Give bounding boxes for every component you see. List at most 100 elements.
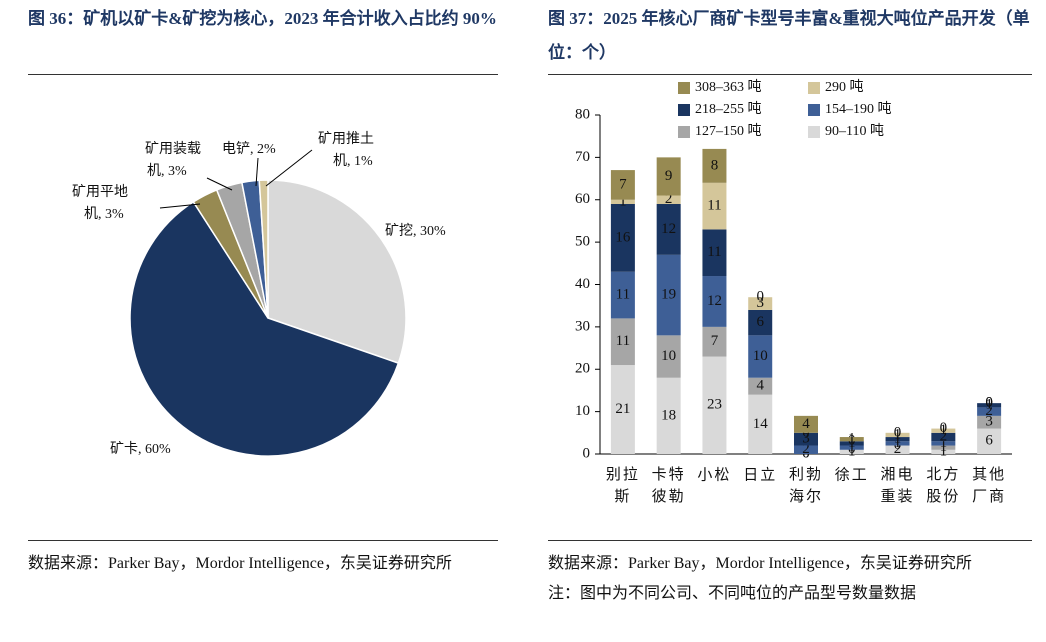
figure-source: 数据来源：Parker Bay，Mordor Intelligence，东吴证券… [28, 540, 498, 579]
figure-source: 数据来源：Parker Bay，Mordor Intelligence，东吴证券… [548, 540, 1032, 609]
data-label: 0 [894, 424, 902, 440]
slice-label: 矿卡, 60% [110, 441, 171, 457]
data-label: 0 [756, 289, 764, 305]
legend-swatch [678, 126, 690, 138]
data-label: 4 [802, 416, 810, 432]
text-line: 矿用推土 [318, 131, 374, 147]
text-line: 别拉 [606, 466, 640, 483]
data-label: 11 [616, 287, 630, 303]
data-label: 2 [985, 403, 993, 419]
bar-segment [885, 432, 910, 438]
bar-segment [885, 445, 910, 454]
x-tick-label: 北方股份 [926, 466, 960, 505]
bar-segment [702, 148, 727, 183]
data-label: 12 [661, 221, 676, 237]
y-tick-label: 60 [575, 191, 590, 207]
data-label: 4 [756, 378, 764, 394]
bar-segment [931, 441, 956, 446]
data-label: 2 [894, 441, 902, 457]
data-label: 10 [753, 348, 768, 364]
data-label: 1 [848, 439, 856, 455]
note-text: 注：图中为不同公司、不同吨位的产品型号数量数据 [548, 585, 917, 602]
text-line: 股份 [926, 488, 960, 505]
text-line: 其他 [972, 466, 1006, 483]
y-tick-label: 40 [575, 276, 590, 292]
data-label: 1 [940, 435, 948, 451]
legend-label: 218–255 吨 [695, 101, 762, 117]
bar-segment [885, 441, 910, 446]
bar-segment [794, 432, 818, 446]
text-line: 海尔 [789, 488, 823, 505]
bar-segment [702, 182, 727, 230]
data-label: 11 [616, 333, 630, 349]
legend-swatch [808, 104, 820, 116]
text-line: 彼勒 [652, 488, 686, 505]
data-label: 9 [665, 168, 673, 184]
data-label: 1 [894, 435, 902, 451]
text-line: 卡特 [652, 466, 686, 483]
data-label: 3 [985, 414, 993, 430]
data-label: 2 [665, 191, 673, 207]
bar-segment [977, 415, 1002, 429]
pie-slice [258, 179, 269, 319]
data-label: 2 [802, 441, 810, 457]
text-line: 机, 3% [84, 206, 124, 222]
text-line: 矿用平地 [72, 184, 128, 200]
text-line: 利勃 [789, 466, 823, 483]
y-tick-label: 50 [575, 234, 590, 250]
text-line: 重装 [881, 488, 915, 505]
data-label: 1 [848, 435, 856, 451]
data-label: 6 [756, 314, 764, 330]
bar-segment [931, 428, 956, 433]
data-label: 10 [661, 348, 676, 364]
data-label: 14 [753, 416, 769, 432]
text-line: 矿用装载 [145, 141, 201, 157]
data-label: 0 [985, 395, 993, 411]
slice-label: 矿用平地机, 3% [72, 184, 128, 222]
data-label: 3 [802, 431, 810, 447]
bar-segment [610, 271, 635, 319]
bar-segment [656, 157, 681, 196]
x-tick-label: 徐工 [835, 466, 869, 483]
bar-segment [794, 445, 818, 454]
legend-swatch [678, 104, 690, 116]
x-tick-label: 湘电重装 [881, 466, 915, 505]
bar-segment [748, 377, 773, 395]
bar-segment [702, 326, 727, 357]
bar-segment [977, 403, 1002, 408]
text-line: 机, 1% [333, 153, 373, 169]
x-tick-label: 小松 [697, 466, 731, 483]
bar-segment [839, 445, 864, 450]
legend-swatch [808, 126, 820, 138]
data-label: 3 [756, 295, 764, 311]
bar-segment [610, 199, 635, 204]
bar-segment [931, 449, 956, 454]
bar-segment [977, 407, 1002, 416]
bar-segment [839, 449, 864, 454]
bar-segment [748, 394, 773, 454]
leader-line [255, 157, 259, 187]
data-label: 7 [711, 333, 719, 349]
bar-segment [748, 309, 773, 336]
slice-label: 矿用推土机, 1% [318, 131, 374, 169]
legend-label: 90–110 吨 [825, 123, 884, 139]
figure-title: 图 36：矿机以矿卡&矿挖为核心，2023 年合计收入占比约 90% [28, 2, 498, 75]
bar-segment [610, 170, 635, 200]
legend-swatch [808, 82, 820, 94]
data-label: 1 [940, 439, 948, 455]
y-tick-label: 0 [583, 445, 591, 461]
bar-segment [656, 335, 681, 378]
bar-segment [748, 297, 773, 310]
text-line: 斯 [614, 488, 631, 505]
data-label: 2 [940, 428, 948, 444]
bar-segment [610, 203, 635, 272]
data-label: 18 [661, 407, 676, 423]
data-label: 1 [940, 443, 948, 459]
bar-segment [702, 276, 727, 327]
data-label: 6 [985, 433, 993, 449]
bar-segment [839, 437, 864, 442]
y-tick-label: 20 [575, 361, 590, 377]
pie-slice [267, 179, 407, 365]
y-tick-label: 10 [575, 403, 590, 419]
